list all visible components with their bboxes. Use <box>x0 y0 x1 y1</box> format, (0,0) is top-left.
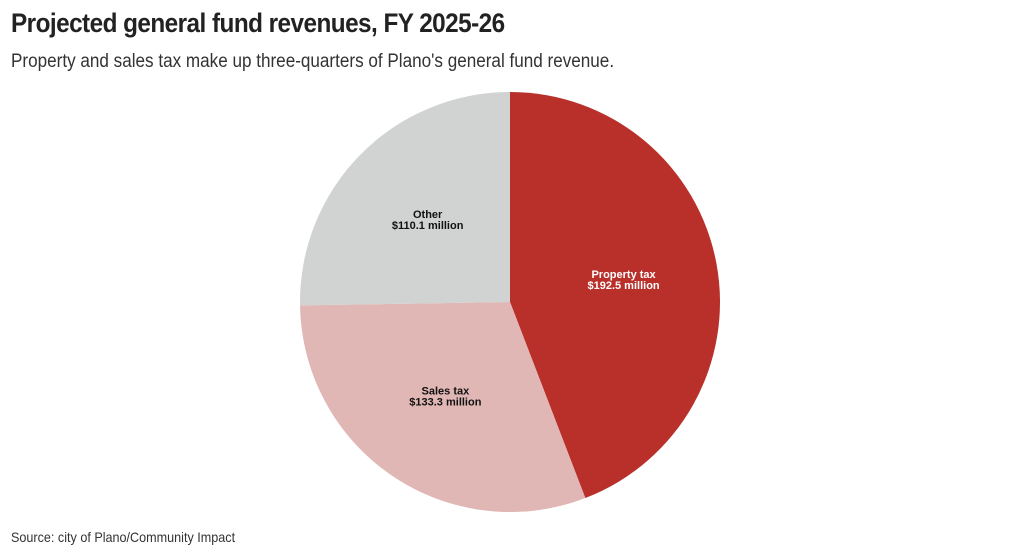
pie-slice-other <box>300 92 510 306</box>
slice-label-sales-tax: Sales tax $133.3 million <box>409 386 481 409</box>
pie-slice-property-tax <box>510 92 721 499</box>
slice-label-name: Sales tax <box>422 386 471 398</box>
slice-label-value: $192.5 million <box>587 280 659 292</box>
chart-title: Projected general fund revenues, FY 2025… <box>11 8 505 38</box>
slice-label-value: $110.1 million <box>392 220 464 232</box>
slice-label-other: Other $110.1 million <box>392 209 464 232</box>
pie-slice-sales-tax <box>300 302 586 512</box>
slice-label-name: Other <box>413 209 443 221</box>
slice-label-property-tax: Property tax $192.5 million <box>587 269 659 292</box>
source-note: Source: city of Plano/Community Impact <box>11 529 236 545</box>
slice-label-value: $133.3 million <box>409 397 481 409</box>
slice-label-name: Property tax <box>591 269 656 281</box>
chart-subtitle: Property and sales tax make up three-qua… <box>11 51 615 72</box>
